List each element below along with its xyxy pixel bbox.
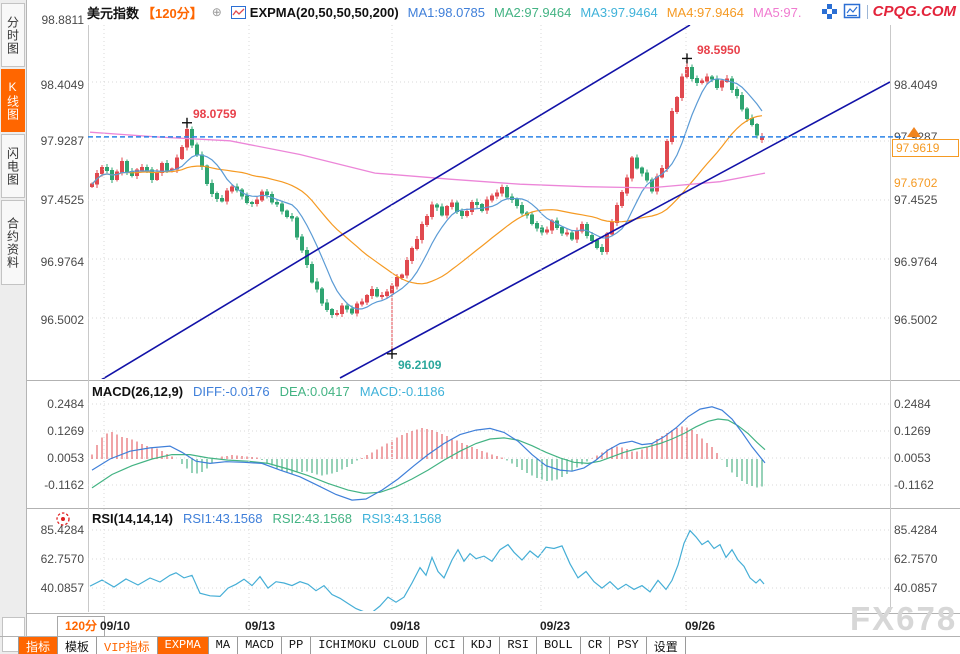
symbol-name: 美元指数: [87, 5, 140, 21]
indicator-name: EXPMA(20,50,50,50,200): [249, 4, 399, 20]
date-tick-label: 09/13: [245, 619, 276, 633]
crosshair-move-icon[interactable]: [821, 3, 838, 20]
toolbar-separator: [0, 636, 960, 637]
swing-high-annotation: 98.5950: [697, 43, 741, 57]
rsi3-value: RSI3:43.1568: [361, 511, 442, 526]
sidebar-tab-contract-info[interactable]: 合约资料: [1, 200, 25, 285]
rsi-tick-label: 40.0857: [894, 581, 938, 595]
sidebar-tab-lightning-chart[interactable]: 闪电图: [1, 134, 25, 198]
date-tick-label: 09/23: [540, 619, 571, 633]
price-tick-label: 96.5002: [894, 313, 938, 327]
macd-indicator-name: MACD(26,12,9): [92, 384, 184, 399]
left-sidebar: 分时图 K线图 闪电图 合约资料: [0, 0, 27, 654]
macd-header: MACD(26,12,9) DIFF:-0.0176 DEA:0.0417 MA…: [92, 384, 445, 399]
price-tick-label: 97.4525: [40, 193, 84, 207]
price-tick-label: 98.8811: [41, 13, 85, 27]
macd-tick-label: 0.1269: [47, 424, 84, 438]
rsi-header: RSI(14,14,14) RSI1:43.1568 RSI2:43.1568 …: [92, 511, 441, 526]
macd-tick-label: -0.1162: [894, 478, 934, 492]
toolbar-tab-cci[interactable]: CCI: [427, 637, 464, 654]
icon-divider: [866, 4, 868, 19]
header-toolbar-right: CPQG.COM: [821, 3, 956, 20]
toolbar-tab-cr[interactable]: CR: [580, 637, 611, 654]
macd-tick-label: 0.2484: [47, 397, 84, 411]
sidebar-tab-time-chart[interactable]: 分时图: [1, 3, 25, 67]
rsi-tick-label: 62.7570: [40, 552, 84, 566]
chart-window-icon[interactable]: [843, 3, 862, 20]
panel-separator[interactable]: [27, 508, 960, 509]
swing-low-annotation: 96.2109: [398, 358, 442, 372]
ma3-value: MA3:97.9464: [580, 4, 658, 20]
price-tick-label: 97.9287: [40, 134, 84, 148]
rsi-tick-label: 62.7570: [894, 552, 938, 566]
price-tick-label: 98.4049: [894, 78, 938, 92]
macd-tick-label: 0.2484: [894, 397, 931, 411]
toolbar-tab-psy[interactable]: PSY: [610, 637, 647, 654]
chart-header: 美元指数 【120分】 ⊕ EXPMA(20,50,50,50,200) MA1…: [87, 4, 802, 21]
toolbar-tab-vip[interactable]: VIP指标: [97, 637, 158, 654]
price-tick-label: 96.5002: [40, 313, 84, 327]
ma5-value: MA5:97.: [753, 4, 802, 20]
price-tick-label: 98.4049: [40, 78, 84, 92]
indicator-toolbar: 指标 模板 VIP指标 EXPMA MA MACD PP ICHIMOKU CL…: [18, 637, 686, 654]
circle-plus-icon[interactable]: ⊕: [211, 5, 222, 19]
ma4-value: MA4:97.9464: [666, 4, 745, 20]
panel-separator: [27, 613, 960, 614]
toolbar-tab-templates[interactable]: 模板: [58, 637, 98, 654]
price-tick-label: 96.9764: [894, 255, 938, 269]
sidebar-tab-kline-chart[interactable]: K线图: [1, 69, 25, 132]
price-up-arrow-icon: [907, 127, 921, 137]
toolbar-tab-boll[interactable]: BOLL: [536, 637, 581, 654]
mini-chart-icon[interactable]: [230, 5, 246, 19]
macd-macd-value: MACD:-0.1186: [359, 384, 445, 399]
rsi-tick-label: 85.4284: [40, 523, 84, 537]
date-tick-label: 09/26: [685, 619, 716, 633]
rsi-tick-label: 85.4284: [894, 523, 938, 537]
rsi2-value: RSI2:43.1568: [272, 511, 352, 526]
macd-diff-value: DIFF:-0.0176: [193, 384, 270, 399]
ma1-value: MA1:98.0785: [407, 4, 485, 20]
macd-dea-value: DEA:0.0417: [279, 384, 350, 399]
plot-right-border: [890, 25, 891, 612]
ma-slow-price-tag: 97.6702: [894, 176, 938, 190]
rsi-tick-label: 40.0857: [40, 581, 84, 595]
macd-tick-label: 0.0053: [894, 451, 931, 465]
price-tick-label: 96.9764: [40, 255, 84, 269]
toolbar-tab-kdj[interactable]: KDJ: [463, 637, 501, 654]
ma2-value: MA2:97.9464: [494, 4, 572, 20]
sidebar-tab-label: 合约资料: [5, 216, 20, 269]
toolbar-tab-pp[interactable]: PP: [281, 637, 312, 654]
rsi-indicator-name: RSI(14,14,14): [92, 511, 173, 526]
watermark-logo: FX678: [850, 600, 958, 637]
macd-tick-label: -0.1162: [44, 478, 84, 492]
toolbar-tab-ma[interactable]: MA: [208, 637, 239, 654]
date-tick-label: 09/18: [390, 619, 421, 633]
current-price-tag: 97.9619: [892, 139, 959, 157]
period-label: 【120分】: [142, 5, 203, 21]
toolbar-tab-ichimoku[interactable]: ICHIMOKU CLOUD: [311, 637, 428, 654]
sidebar-tab-label: 分时图: [5, 15, 20, 55]
toolbar-tab-macd[interactable]: MACD: [238, 637, 282, 654]
sidebar-tab-label: K线图: [5, 80, 20, 121]
price-tick-label: 97.4525: [894, 193, 938, 207]
macd-tick-label: 0.1269: [894, 424, 931, 438]
toolbar-tab-settings[interactable]: 设置: [646, 637, 686, 654]
toolbar-tab-rsi[interactable]: RSI: [500, 637, 537, 654]
macd-tick-label: 0.0053: [47, 451, 84, 465]
date-tick-label: 09/10: [100, 619, 131, 633]
brand-logo: CPQG.COM: [872, 3, 956, 20]
sidebar-tab-label: 闪电图: [5, 146, 20, 186]
toolbar-tab-indicators[interactable]: 指标: [19, 637, 59, 654]
rsi1-value: RSI1:43.1568: [182, 511, 263, 526]
toolbar-tab-expma[interactable]: EXPMA: [157, 637, 209, 654]
swing-high-annotation: 98.0759: [193, 107, 237, 121]
target-crosshair-icon[interactable]: [54, 510, 72, 528]
panel-separator[interactable]: [27, 380, 960, 381]
